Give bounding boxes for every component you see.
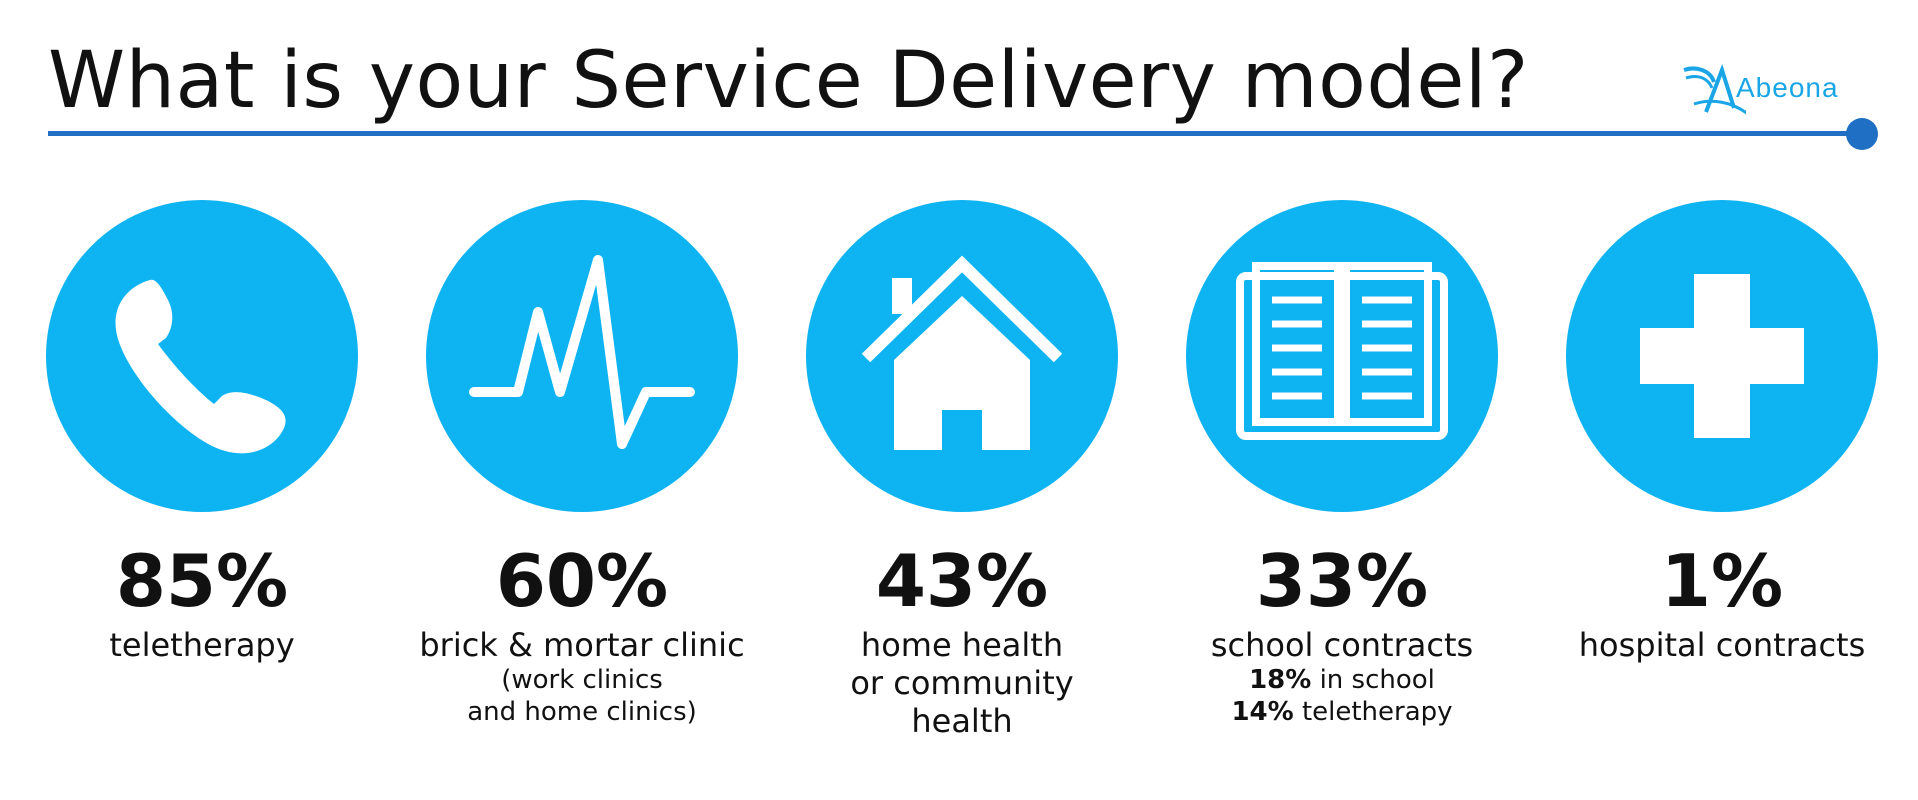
stat-label: school contracts xyxy=(1210,625,1474,664)
house-icon xyxy=(861,255,1063,450)
stat-percent: 1% xyxy=(1660,539,1784,623)
underline-end-dot xyxy=(1846,118,1878,150)
stat-sub-text: in school xyxy=(1311,664,1435,695)
stat-sub-line: (work clinics xyxy=(501,664,663,695)
stat-percent: 85% xyxy=(115,539,289,623)
stat-sub-line: 14% teletherapy xyxy=(1172,696,1512,729)
stat-home-health: 43% home health or community health xyxy=(792,200,1132,741)
stat-teletherapy: 85% teletherapy xyxy=(32,200,372,664)
page-title: What is your Service Delivery model? xyxy=(48,36,1529,126)
stat-label-line: health xyxy=(911,702,1013,741)
stat-percent: 60% xyxy=(495,539,669,623)
stat-label: brick & mortar clinic xyxy=(419,625,745,664)
heartbeat-icon xyxy=(469,255,695,449)
abeona-logo: Abeona xyxy=(1676,56,1876,126)
stat-label: hospital contracts xyxy=(1578,625,1866,664)
stat-circle xyxy=(1566,200,1878,512)
stat-circle xyxy=(46,200,358,512)
stat-label-line: or community xyxy=(850,663,1074,702)
stat-circle xyxy=(806,200,1118,512)
stat-sub-line: and home clinics) xyxy=(467,697,697,728)
phone-icon xyxy=(115,279,286,454)
abeona-logo-icon xyxy=(1683,63,1746,115)
stat-circle xyxy=(1186,200,1498,512)
stat-circle xyxy=(426,200,738,512)
stat-school-contracts: 33% school contracts 18% in school 14% t… xyxy=(1172,200,1512,729)
plus-icon xyxy=(1640,274,1804,438)
stat-sub-value: 18% xyxy=(1249,664,1312,695)
stat-sub-line: 18% in school xyxy=(1172,664,1512,697)
stat-sub-value: 14% xyxy=(1231,697,1294,728)
book-icon xyxy=(1236,262,1448,440)
title-underline xyxy=(48,131,1868,136)
stat-percent: 43% xyxy=(875,539,1049,623)
stat-sub-text: teletherapy xyxy=(1293,697,1453,728)
logo-text: Abeona xyxy=(1736,72,1839,103)
stat-percent: 33% xyxy=(1255,539,1429,623)
stat-hospital-contracts: 1% hospital contracts xyxy=(1552,200,1892,664)
stat-brick-mortar-clinic: 60% brick & mortar clinic (work clinics … xyxy=(412,200,752,729)
stat-label: teletherapy xyxy=(109,625,295,664)
stat-label-line: home health xyxy=(860,625,1064,664)
